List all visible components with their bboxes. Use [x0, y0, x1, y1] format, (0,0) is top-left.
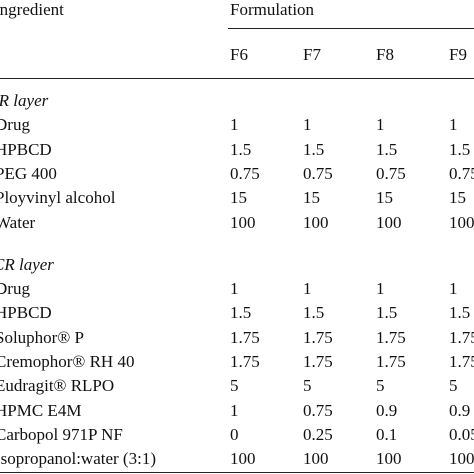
cell-value: 1.75 [303, 352, 333, 371]
cell-value: 0.1 [376, 424, 398, 444]
ingredient-name: HPBCD [0, 139, 52, 159]
cell-value: 100 [303, 449, 329, 469]
cell-value: 5 [376, 376, 385, 396]
cell-value: 0.75 [449, 163, 474, 183]
cell-value: 1.5 [376, 303, 398, 323]
cell-value: 100 [376, 212, 402, 232]
ingredient-name: PEG 400 [0, 163, 57, 183]
cell-value: 0.75 [230, 163, 260, 183]
cell-value: 1.75 [230, 327, 260, 347]
cell-value: 1.75 [376, 352, 406, 371]
section-title: IR layer [0, 91, 49, 110]
cell-value: 0.05 [449, 424, 474, 444]
cell-value: 1.5 [303, 139, 325, 159]
cell-value: 15 [230, 188, 247, 208]
cell-value: 1.5 [303, 303, 325, 323]
cell-value: 1 [449, 279, 458, 299]
ingredient-name: Water [0, 212, 36, 232]
ingredient-name: Isopropanol:water (3:1) [0, 449, 156, 469]
cell-value: 0.9 [449, 400, 471, 420]
column-header: F6 [230, 45, 248, 64]
cell-value: 100 [376, 449, 402, 469]
cell-value: 0 [230, 424, 239, 444]
cell-value: 1.75 [303, 327, 333, 347]
cell-value: 100 [303, 212, 329, 232]
ingredient-name: Cremophor® RH 40 [0, 352, 135, 371]
cell-value: 0.25 [303, 424, 333, 444]
column-header: F7 [303, 45, 321, 64]
cell-value: 1.5 [376, 139, 398, 159]
ingredient-name: Soluphor® P [0, 327, 84, 347]
cell-value: 1 [376, 279, 385, 299]
column-header: F8 [376, 45, 394, 64]
cell-value: 15 [303, 188, 320, 208]
cell-value: 5 [449, 376, 458, 396]
ingredient-name: Drug [0, 115, 30, 135]
cell-value: 1.75 [376, 327, 406, 347]
ingredient-name: HPBCD [0, 303, 52, 323]
cell-value: 1 [303, 115, 312, 135]
cell-value: 5 [230, 376, 239, 396]
cell-value: 100 [230, 449, 256, 469]
cell-value: 15 [376, 188, 393, 208]
formulation-header: Formulation [230, 0, 315, 19]
cell-value: 1 [230, 400, 239, 420]
cell-value: 1 [376, 115, 385, 135]
section-title: CR layer [0, 254, 54, 274]
cell-value: 100 [449, 212, 474, 232]
table-bottom-rule [0, 472, 474, 473]
cell-value: 1.5 [449, 303, 471, 323]
cell-value: 1 [449, 115, 458, 135]
cell-value: 100 [449, 449, 474, 469]
ingredient-name: Carbopol 971P NF [0, 424, 123, 444]
ingredient-name: Ployvinyl alcohol [0, 188, 116, 208]
ingredient-name: HPMC E4M [0, 400, 82, 420]
cell-value: 0.9 [376, 400, 398, 420]
cell-value: 1 [230, 115, 239, 135]
cell-value: 1 [230, 279, 239, 299]
cell-value: 1 [303, 279, 312, 299]
cell-value: 0.75 [376, 163, 406, 183]
cell-value: 1.75 [449, 327, 474, 347]
cell-value: 100 [230, 212, 256, 232]
cell-value: 5 [303, 376, 312, 396]
cell-value: 15 [449, 188, 466, 208]
header-bottom-rule [0, 78, 474, 79]
ingredient-name: Eudragit® RLPO [0, 376, 115, 396]
cell-value: 1.75 [449, 352, 474, 371]
header-rule [228, 28, 474, 29]
ingredient-name: Drug [0, 279, 30, 299]
cell-value: 1.5 [230, 139, 252, 159]
cell-value: 0.75 [303, 400, 333, 420]
cell-value: 1.75 [230, 352, 260, 371]
cell-value: 1.5 [230, 303, 252, 323]
cell-value: 1.5 [449, 139, 471, 159]
column-header: F9 [449, 45, 467, 64]
ingredient-header: Ingredient [0, 0, 64, 19]
cell-value: 0.75 [303, 163, 333, 183]
